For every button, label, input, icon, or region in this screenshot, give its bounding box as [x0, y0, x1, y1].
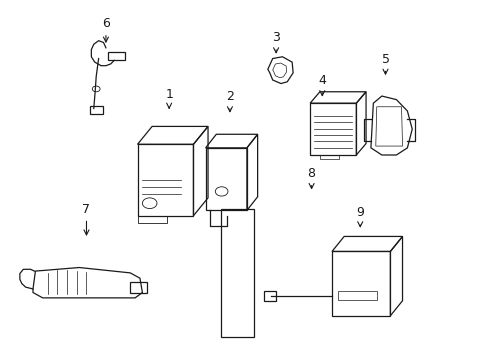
Text: 2: 2: [225, 90, 233, 112]
Bar: [90, 106, 103, 114]
Text: 1: 1: [165, 89, 173, 108]
Text: 6: 6: [102, 17, 110, 42]
Bar: [337, 291, 376, 300]
Text: 9: 9: [356, 206, 364, 227]
Text: 5: 5: [381, 53, 389, 74]
Text: 7: 7: [82, 203, 90, 235]
Text: 8: 8: [307, 167, 315, 189]
Text: 4: 4: [318, 74, 325, 96]
Bar: [137, 216, 166, 223]
Text: 3: 3: [272, 31, 280, 53]
Bar: [108, 53, 125, 60]
Bar: [221, 208, 254, 337]
